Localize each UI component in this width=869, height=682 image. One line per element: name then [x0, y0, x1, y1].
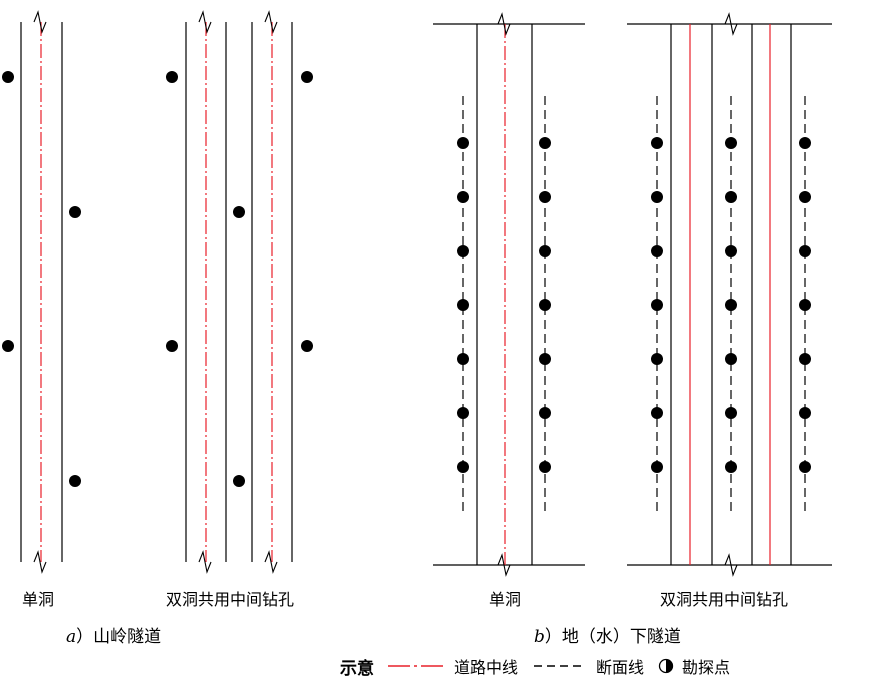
caption-letter: a [66, 627, 77, 647]
survey-point [799, 245, 811, 257]
survey-point [457, 353, 469, 365]
label-underground-single: 单洞 [489, 590, 522, 609]
survey-point [725, 461, 737, 473]
break-mark-icon [33, 550, 47, 574]
break-mark-icon [198, 10, 212, 34]
survey-point [799, 299, 811, 311]
survey-point [799, 407, 811, 419]
survey-point [725, 407, 737, 419]
mountain-double-tunnel [166, 10, 313, 574]
survey-point [539, 191, 551, 203]
break-mark-icon [497, 12, 511, 36]
half-filled-circle-icon [658, 658, 674, 674]
section-line-swatch-icon [534, 665, 587, 667]
survey-point [539, 137, 551, 149]
survey-point [301, 340, 313, 352]
survey-point [651, 461, 663, 473]
break-mark-icon [33, 10, 47, 34]
survey-point [651, 353, 663, 365]
survey-point [457, 461, 469, 473]
legend-section-line-label: 断面线 [596, 658, 645, 677]
underground-single-tunnel [433, 12, 585, 577]
survey-points-left [457, 137, 469, 473]
survey-point [651, 191, 663, 203]
underground-double-tunnel [627, 12, 832, 577]
survey-points-left [651, 137, 663, 473]
survey-point [69, 475, 81, 487]
survey-point [301, 71, 313, 83]
survey-points-middle [725, 137, 737, 473]
break-mark-icon [198, 550, 212, 574]
break-mark-icon [724, 553, 738, 577]
survey-point [725, 299, 737, 311]
break-mark-icon [724, 12, 738, 36]
survey-point [651, 299, 663, 311]
label-underground-double: 双洞共用中间钻孔 [660, 590, 789, 609]
survey-point [2, 71, 14, 83]
survey-point [651, 137, 663, 149]
survey-point [539, 407, 551, 419]
survey-point [166, 71, 178, 83]
survey-point [539, 299, 551, 311]
survey-point [457, 407, 469, 419]
survey-point [539, 461, 551, 473]
caption-underground-tunnel: b）地（水）下隧道 [534, 622, 681, 647]
caption-text: ）地（水）下隧道 [544, 627, 681, 647]
break-mark-icon [264, 10, 278, 34]
survey-point [233, 206, 245, 218]
survey-point [457, 191, 469, 203]
survey-point [457, 299, 469, 311]
survey-point [651, 407, 663, 419]
break-mark-icon [497, 553, 511, 577]
survey-point [725, 353, 737, 365]
survey-point [799, 137, 811, 149]
mountain-single-tunnel [2, 10, 81, 574]
survey-point [166, 340, 178, 352]
survey-point [539, 353, 551, 365]
survey-point [69, 206, 81, 218]
legend-centerline-label: 道路中线 [454, 658, 519, 677]
caption-text: ）山岭隧道 [76, 627, 162, 647]
survey-point [2, 340, 14, 352]
centerline-swatch-icon [388, 665, 444, 667]
caption-letter: b [534, 627, 545, 647]
survey-point [233, 475, 245, 487]
survey-point [725, 137, 737, 149]
legend-title: 示意 [340, 658, 374, 679]
survey-point [725, 191, 737, 203]
caption-mountain-tunnel: a）山岭隧道 [66, 622, 161, 647]
survey-point [651, 245, 663, 257]
survey-point [799, 353, 811, 365]
break-mark-icon [264, 550, 278, 574]
survey-point [457, 137, 469, 149]
survey-point [725, 245, 737, 257]
survey-points-right [539, 137, 551, 473]
survey-point [539, 245, 551, 257]
survey-points-right [799, 137, 811, 473]
legend-survey-point-label: 勘探点 [682, 658, 731, 677]
survey-point [799, 191, 811, 203]
label-mountain-single: 单洞 [22, 590, 55, 609]
survey-point [799, 461, 811, 473]
survey-point [457, 245, 469, 257]
label-mountain-double: 双洞共用中间钻孔 [166, 590, 295, 609]
legend: 示意 道路中线 断面线 勘探点 [340, 653, 744, 679]
